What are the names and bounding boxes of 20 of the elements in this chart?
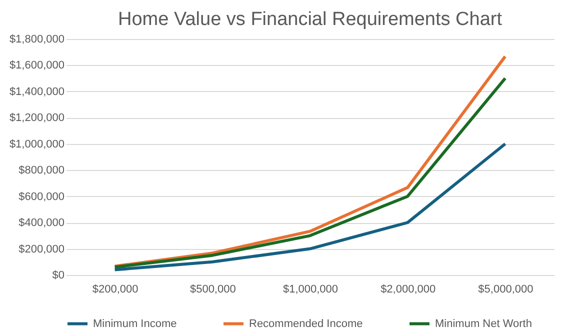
y-tick-label: $1,600,000: [9, 60, 64, 72]
y-tick-label: $1,400,000: [9, 86, 64, 98]
chart-title: Home Value vs Financial Requirements Chart: [118, 9, 503, 30]
y-tick-label: $200,000: [18, 243, 64, 256]
y-tick-label: $600,000: [18, 190, 64, 203]
legend-label: Minimum Net Worth: [435, 318, 532, 330]
line-series: [113, 142, 507, 272]
y-tick-label: $0: [52, 270, 64, 282]
x-tick-label: $500,000: [190, 284, 236, 296]
x-tick-label: $1,000,000: [282, 284, 338, 296]
x-tick-label: $5,000,000: [478, 284, 534, 296]
y-tick-label: $400,000: [18, 217, 64, 230]
y-tick-label: $800,000: [18, 164, 64, 177]
legend-label: Minimum Income: [93, 318, 177, 330]
y-tick-label: $1,800,000: [9, 34, 64, 46]
x-tick-label: $200,000: [92, 284, 138, 296]
y-tick-label: $1,200,000: [9, 112, 64, 124]
legend-label: Recommended Income: [249, 318, 363, 330]
y-tick-label: $1,000,000: [9, 138, 64, 150]
x-tick-label: $2,000,000: [380, 284, 436, 296]
